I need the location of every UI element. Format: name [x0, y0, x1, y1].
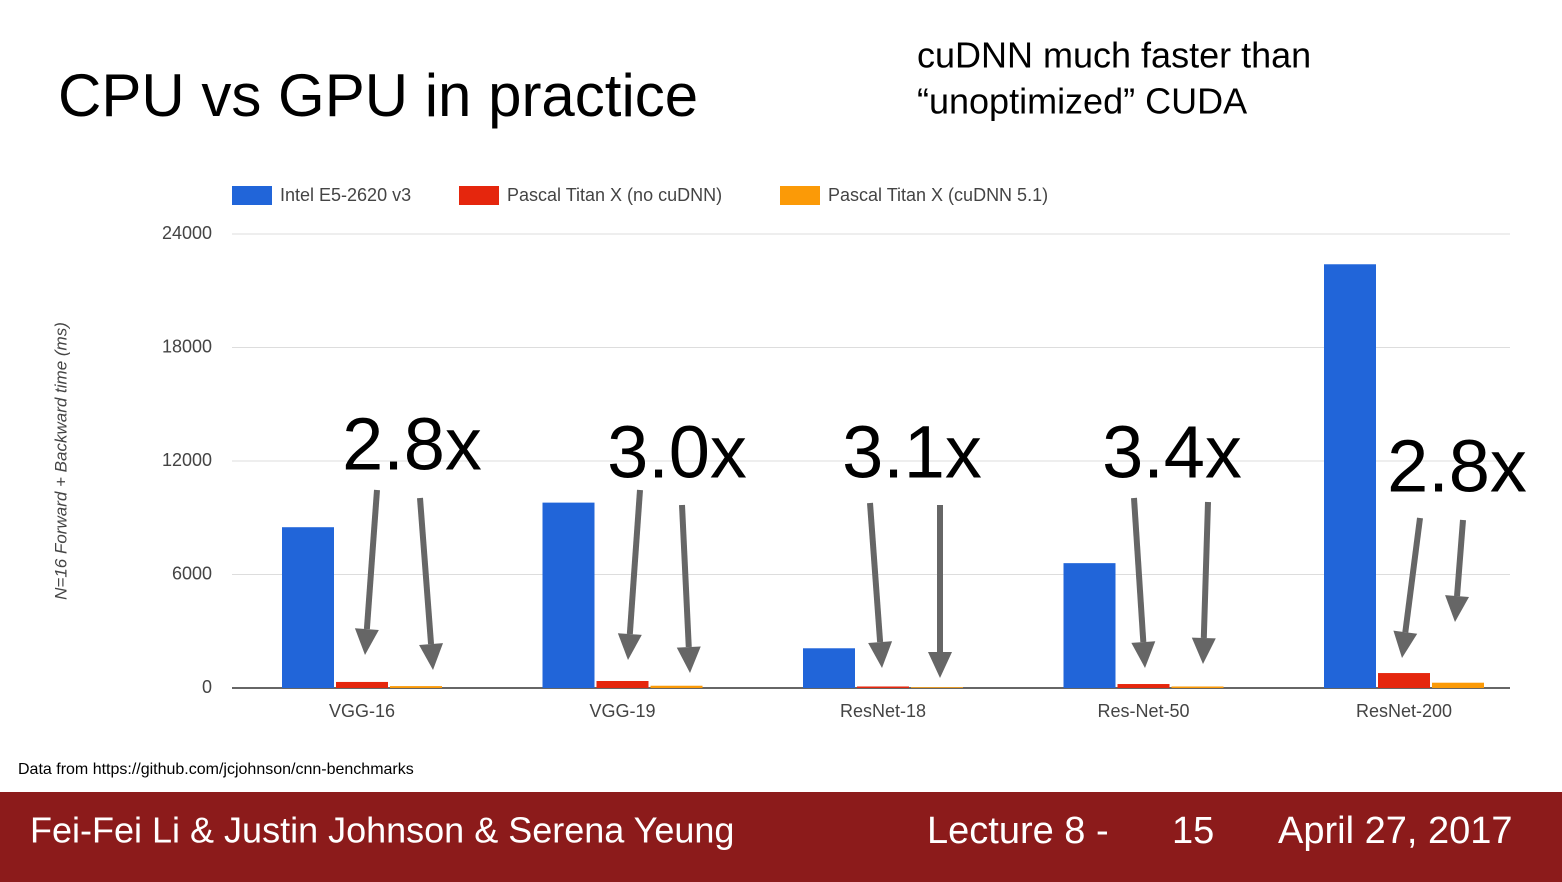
bar	[542, 502, 595, 688]
annotation: 2.8x	[342, 403, 482, 486]
bar	[857, 686, 909, 688]
arrow-shaft	[1402, 517, 1423, 633]
y-axis-label: N=16 Forward + Backward time (ms)	[51, 322, 70, 600]
arrow-head	[868, 641, 893, 668]
arrow-head	[354, 628, 379, 655]
arrow-shaft	[1200, 501, 1211, 639]
arrow-shaft	[679, 504, 692, 648]
footer-page: 15	[1172, 810, 1214, 852]
y-tick-label: 12000	[162, 450, 212, 470]
footer-date: April 27, 2017	[1278, 810, 1513, 852]
bar	[1063, 563, 1116, 688]
arrow-shaft	[417, 497, 435, 645]
x-tick-label: ResNet-200	[1356, 701, 1452, 721]
y-tick-label: 6000	[172, 563, 212, 583]
annotation: 3.1x	[842, 411, 982, 494]
slide-title: CPU vs GPU in practice	[58, 62, 698, 129]
bar	[1171, 686, 1224, 688]
annotation: 2.8x	[1387, 425, 1527, 508]
arrow-head	[617, 633, 642, 660]
arrow-shaft	[1131, 497, 1147, 643]
arrow-head	[928, 652, 952, 678]
arrow-shaft	[1454, 519, 1466, 597]
x-tick-label: VGG-16	[329, 701, 395, 721]
bar	[911, 687, 963, 688]
legend-swatch	[459, 186, 499, 205]
legend-swatch	[232, 186, 272, 205]
bar	[1117, 684, 1170, 688]
arrow-shaft	[867, 502, 884, 643]
bar	[1432, 682, 1484, 688]
footer-authors: Fei-Fei Li & Justin Johnson & Serena Yeu…	[30, 810, 734, 851]
legend-swatch	[780, 186, 820, 205]
source: Data from https://github.com/jcjohnson/c…	[18, 761, 414, 778]
bar	[803, 648, 855, 688]
x-tick-label: Res-Net-50	[1097, 701, 1189, 721]
bar	[650, 685, 703, 688]
arrow-head	[1131, 641, 1156, 668]
x-tick-label: ResNet-18	[840, 701, 926, 721]
arrow-shaft	[626, 489, 643, 635]
footer-band	[0, 792, 1562, 882]
note-line: “unoptimized” CUDA	[917, 81, 1247, 122]
bar	[596, 681, 649, 688]
arrow-head	[419, 643, 444, 670]
bar	[390, 686, 442, 688]
y-tick-label: 18000	[162, 336, 212, 356]
x-tick-label: VGG-19	[589, 701, 655, 721]
arrow-head	[1191, 637, 1216, 664]
note-line: cuDNN much faster than	[917, 35, 1311, 76]
annotation: 3.0x	[607, 411, 747, 494]
bar	[1378, 673, 1430, 688]
legend-label: Intel E5-2620 v3	[280, 185, 411, 205]
y-tick-label: 24000	[162, 223, 212, 243]
arrow-head	[1393, 630, 1418, 658]
arrow-shaft	[363, 489, 380, 630]
footer-lecture: Lecture 8 -	[927, 810, 1109, 852]
bar	[282, 527, 334, 688]
legend-label: Pascal Titan X (cuDNN 5.1)	[828, 185, 1048, 205]
annotation: 3.4x	[1102, 411, 1242, 494]
y-tick-label: 0	[202, 677, 212, 697]
bar	[1324, 264, 1376, 688]
bar	[336, 681, 388, 688]
arrow-head	[676, 646, 701, 673]
legend-label: Pascal Titan X (no cuDNN)	[507, 185, 722, 205]
arrow-head	[1445, 595, 1469, 622]
